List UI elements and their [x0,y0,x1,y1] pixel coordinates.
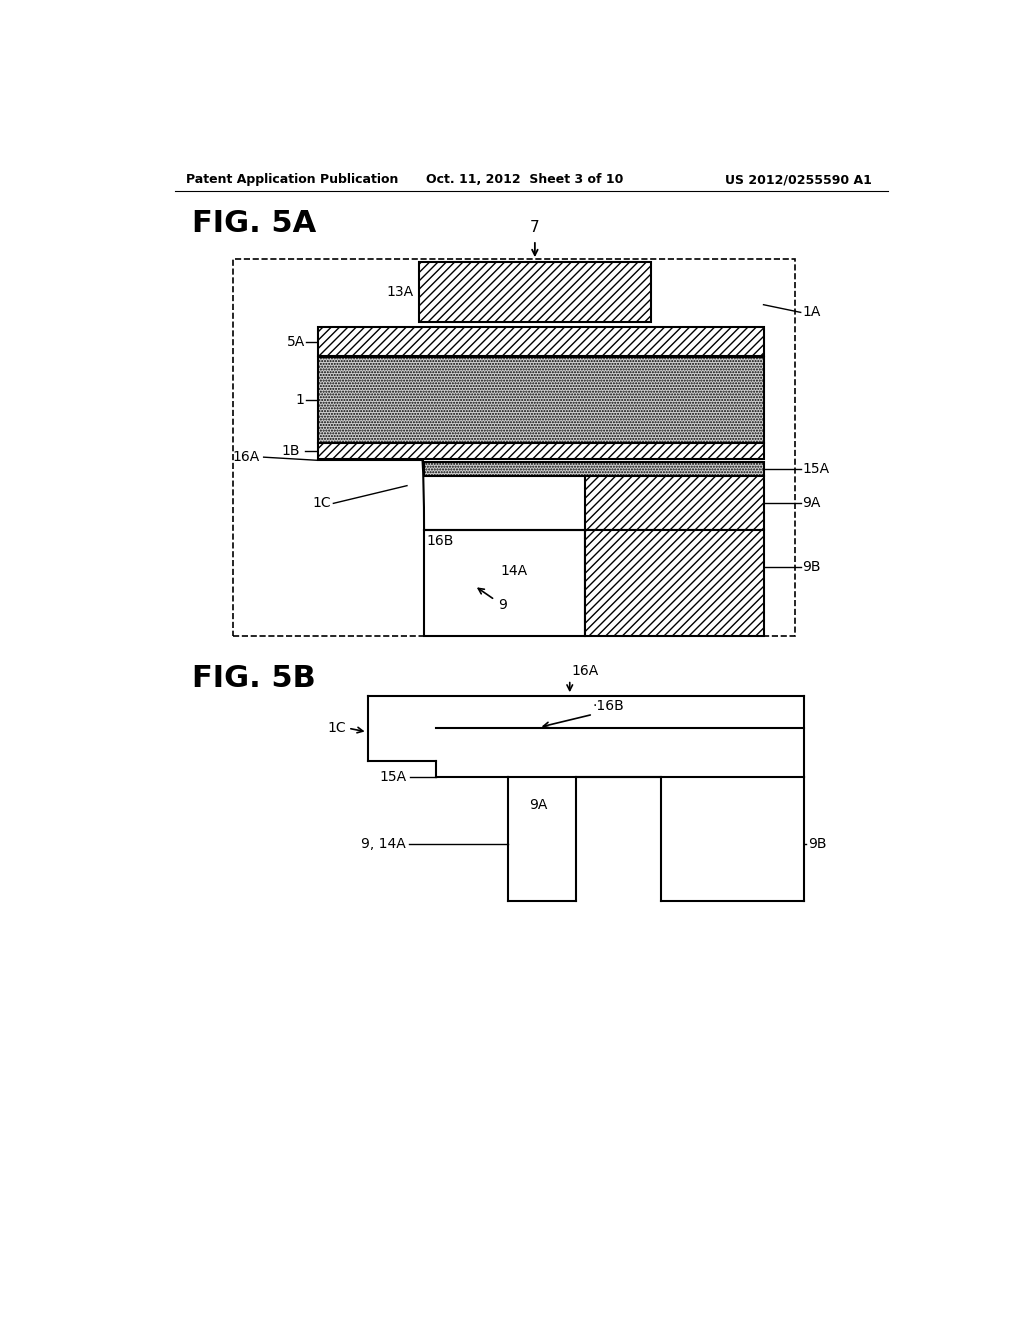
Bar [232,259,795,636]
Bar [317,358,764,444]
Text: 16B: 16B [426,535,454,548]
Text: 1A: 1A [802,305,820,319]
Text: Patent Application Publication: Patent Application Publication [186,173,398,186]
Bar [424,529,586,636]
Bar [419,261,651,322]
Text: 9B: 9B [802,560,821,574]
Text: 13A: 13A [387,285,414,298]
Bar [317,444,764,459]
Text: Oct. 11, 2012  Sheet 3 of 10: Oct. 11, 2012 Sheet 3 of 10 [426,173,624,186]
Text: 5A: 5A [287,335,305,348]
Bar [317,327,764,356]
Text: 9, 14A: 9, 14A [360,837,406,850]
Bar [586,529,764,636]
Text: US 2012/0255590 A1: US 2012/0255590 A1 [725,173,872,186]
Text: 9: 9 [478,589,507,612]
Text: 14A: 14A [501,564,528,578]
Text: 7: 7 [530,220,540,235]
Text: ·16B: ·16B [593,698,625,713]
Text: 15A: 15A [802,462,829,475]
Text: 1C: 1C [328,721,346,735]
Text: 16A: 16A [571,664,599,678]
Text: 1B: 1B [282,444,300,458]
Bar [424,462,764,475]
Text: 16A: 16A [232,450,260,465]
Bar [586,475,764,529]
Text: 9A: 9A [529,799,548,812]
Text: FIG. 5A: FIG. 5A [191,210,315,239]
Text: 9A: 9A [802,495,820,510]
Text: 1: 1 [296,393,305,407]
Text: 15A: 15A [380,771,407,784]
Text: 1C: 1C [312,496,331,511]
Text: FIG. 5B: FIG. 5B [191,664,315,693]
Text: 9B: 9B [808,837,826,850]
